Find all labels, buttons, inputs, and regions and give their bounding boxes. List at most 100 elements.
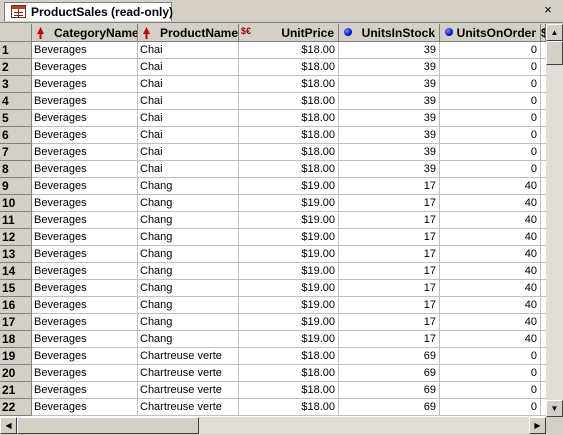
cell-overflow[interactable]	[541, 110, 546, 127]
cell-stock[interactable]: 17	[339, 195, 440, 212]
cell-order[interactable]: 40	[440, 297, 541, 314]
cell-product[interactable]: Chartreuse verte	[138, 399, 239, 416]
cell-price[interactable]: $18.00	[239, 144, 339, 161]
cell-product[interactable]: Chai	[138, 127, 239, 144]
cell-product[interactable]: Chang	[138, 314, 239, 331]
cell-stock[interactable]: 17	[339, 229, 440, 246]
cell-order[interactable]: 40	[440, 229, 541, 246]
row-header[interactable]: 3	[0, 76, 32, 93]
cell-price[interactable]: $19.00	[239, 229, 339, 246]
cell-order[interactable]: 0	[440, 399, 541, 416]
cell-category[interactable]: Beverages	[32, 331, 138, 348]
cell-overflow[interactable]	[541, 127, 546, 144]
column-header-unitsinstock[interactable]: UnitsInStock	[339, 24, 440, 42]
cell-overflow[interactable]	[541, 178, 546, 195]
cell-order[interactable]: 0	[440, 127, 541, 144]
row-header[interactable]: 20	[0, 365, 32, 382]
cell-overflow[interactable]	[541, 331, 546, 348]
row-header[interactable]: 6	[0, 127, 32, 144]
corner-header[interactable]	[0, 24, 32, 42]
cell-stock[interactable]: 39	[339, 110, 440, 127]
row-header[interactable]: 2	[0, 59, 32, 76]
cell-category[interactable]: Beverages	[32, 348, 138, 365]
cell-price[interactable]: $19.00	[239, 212, 339, 229]
row-header[interactable]: 8	[0, 161, 32, 178]
cell-category[interactable]: Beverages	[32, 297, 138, 314]
vertical-scroll-thumb[interactable]	[546, 41, 563, 65]
cell-category[interactable]: Beverages	[32, 365, 138, 382]
cell-stock[interactable]: 17	[339, 246, 440, 263]
cell-category[interactable]: Beverages	[32, 246, 138, 263]
cell-product[interactable]: Chang	[138, 297, 239, 314]
row-header[interactable]: 22	[0, 399, 32, 416]
cell-price[interactable]: $18.00	[239, 110, 339, 127]
cell-order[interactable]: 40	[440, 246, 541, 263]
row-header[interactable]: 10	[0, 195, 32, 212]
cell-product[interactable]: Chang	[138, 246, 239, 263]
row-header[interactable]: 19	[0, 348, 32, 365]
row-header[interactable]: 17	[0, 314, 32, 331]
row-header[interactable]: 7	[0, 144, 32, 161]
cell-stock[interactable]: 69	[339, 382, 440, 399]
row-header[interactable]: 4	[0, 93, 32, 110]
cell-overflow[interactable]	[541, 161, 546, 178]
cell-product[interactable]: Chai	[138, 59, 239, 76]
row-header[interactable]: 16	[0, 297, 32, 314]
row-header[interactable]: 12	[0, 229, 32, 246]
cell-order[interactable]: 40	[440, 178, 541, 195]
scroll-right-icon[interactable]: ▶	[529, 417, 546, 434]
cell-price[interactable]: $18.00	[239, 382, 339, 399]
cell-overflow[interactable]	[541, 314, 546, 331]
horizontal-scrollbar[interactable]: ◀ ▶	[0, 417, 546, 434]
cell-category[interactable]: Beverages	[32, 314, 138, 331]
cell-overflow[interactable]	[541, 399, 546, 416]
row-header[interactable]: 21	[0, 382, 32, 399]
cell-overflow[interactable]	[541, 263, 546, 280]
cell-price[interactable]: $19.00	[239, 331, 339, 348]
scroll-down-icon[interactable]: ▼	[546, 400, 563, 417]
cell-stock[interactable]: 39	[339, 42, 440, 59]
cell-order[interactable]: 40	[440, 280, 541, 297]
cell-stock[interactable]: 17	[339, 178, 440, 195]
cell-overflow[interactable]	[541, 212, 546, 229]
cell-price[interactable]: $18.00	[239, 161, 339, 178]
cell-product[interactable]: Chang	[138, 229, 239, 246]
cell-order[interactable]: 0	[440, 110, 541, 127]
vertical-scrollbar[interactable]: ▲ ▼	[546, 24, 563, 417]
cell-overflow[interactable]	[541, 382, 546, 399]
cell-overflow[interactable]	[541, 365, 546, 382]
cell-stock[interactable]: 39	[339, 127, 440, 144]
row-header[interactable]: 5	[0, 110, 32, 127]
cell-stock[interactable]: 39	[339, 76, 440, 93]
cell-stock[interactable]: 69	[339, 348, 440, 365]
row-header[interactable]: 13	[0, 246, 32, 263]
cell-order[interactable]: 0	[440, 382, 541, 399]
scroll-up-icon[interactable]: ▲	[546, 24, 563, 41]
cell-category[interactable]: Beverages	[32, 110, 138, 127]
cell-overflow[interactable]	[541, 297, 546, 314]
cell-overflow[interactable]	[541, 195, 546, 212]
cell-product[interactable]: Chai	[138, 161, 239, 178]
cell-stock[interactable]: 69	[339, 365, 440, 382]
cell-order[interactable]: 0	[440, 42, 541, 59]
cell-stock[interactable]: 17	[339, 280, 440, 297]
data-grid[interactable]: CategoryName ProductName $€ UnitPrice Un…	[0, 24, 546, 417]
cell-category[interactable]: Beverages	[32, 127, 138, 144]
cell-overflow[interactable]	[541, 246, 546, 263]
row-header[interactable]: 18	[0, 331, 32, 348]
row-header[interactable]: 15	[0, 280, 32, 297]
cell-price[interactable]: $18.00	[239, 76, 339, 93]
cell-product[interactable]: Chang	[138, 178, 239, 195]
cell-category[interactable]: Beverages	[32, 399, 138, 416]
row-header[interactable]: 1	[0, 42, 32, 59]
cell-price[interactable]: $19.00	[239, 297, 339, 314]
row-header[interactable]: 14	[0, 263, 32, 280]
cell-price[interactable]: $18.00	[239, 365, 339, 382]
cell-price[interactable]: $19.00	[239, 263, 339, 280]
cell-product[interactable]: Chartreuse verte	[138, 382, 239, 399]
cell-category[interactable]: Beverages	[32, 382, 138, 399]
cell-product[interactable]: Chartreuse verte	[138, 365, 239, 382]
cell-overflow[interactable]	[541, 144, 546, 161]
cell-product[interactable]: Chang	[138, 195, 239, 212]
cell-category[interactable]: Beverages	[32, 93, 138, 110]
